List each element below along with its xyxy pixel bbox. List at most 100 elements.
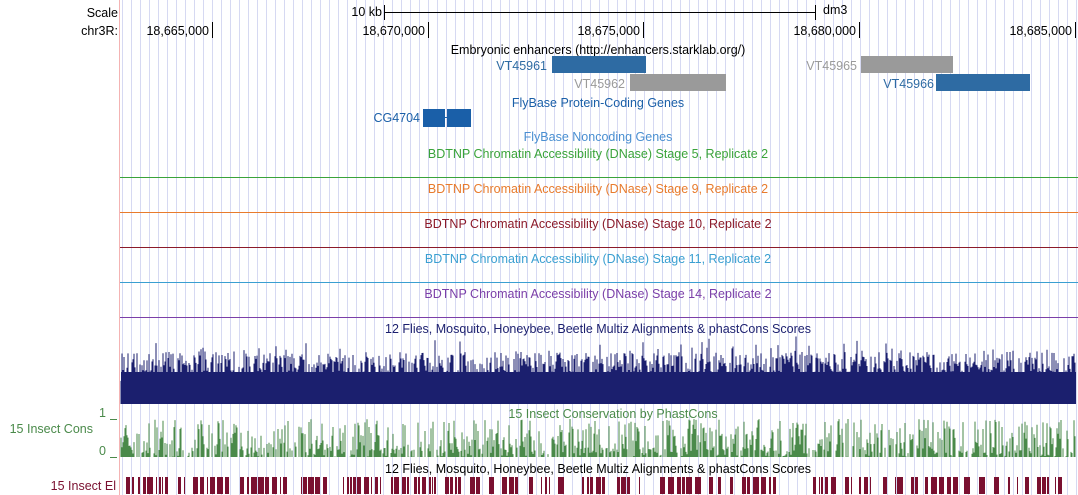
insect-element-block[interactable] (596, 477, 601, 494)
insect-element-block[interactable] (682, 477, 685, 494)
insect-element-block[interactable] (450, 477, 453, 494)
enhancer-label-vt45962[interactable]: VT45962 (574, 77, 625, 91)
dnase-stage10-title[interactable]: BDTNP Chromatin Accessibility (DNase) St… (424, 217, 772, 231)
insect-element-block[interactable] (429, 477, 431, 494)
insect-element-block[interactable] (1025, 477, 1029, 494)
insect-element-block[interactable] (686, 477, 692, 494)
insect-element-block[interactable] (184, 477, 185, 494)
insect-element-block[interactable] (1017, 477, 1018, 494)
insect-element-block[interactable] (251, 477, 257, 494)
insect-element-block[interactable] (621, 477, 626, 494)
insect-element-block[interactable] (639, 477, 640, 494)
insect-element-block[interactable] (357, 477, 361, 494)
insect-element-block[interactable] (668, 477, 674, 494)
insect-element-block[interactable] (627, 477, 630, 494)
insect-element-block[interactable] (558, 477, 564, 494)
insect-element-block[interactable] (280, 477, 281, 494)
enhancer-feature-vt45966[interactable] (936, 74, 1030, 91)
insect-element-block[interactable] (217, 477, 223, 494)
insect-element-block[interactable] (769, 477, 771, 494)
insect-element-block[interactable] (159, 477, 161, 494)
insect-element-block[interactable] (303, 477, 307, 494)
insect-element-block[interactable] (323, 477, 327, 494)
gene-label-cg4704[interactable]: CG4704 (373, 111, 420, 125)
insect-element-block[interactable] (371, 477, 372, 494)
insect-element-block[interactable] (193, 477, 198, 494)
insect-element-block[interactable] (402, 477, 406, 494)
insect-element-block[interactable] (162, 477, 163, 494)
insect-element-block[interactable] (617, 477, 620, 494)
insect-element-block[interactable] (143, 477, 146, 494)
insect-el-side-label[interactable]: 15 Insect El (50, 479, 116, 493)
insect-element-block[interactable] (915, 477, 918, 494)
dnase-stage14-signal[interactable] (120, 317, 1078, 318)
insect-element-block[interactable] (895, 477, 896, 494)
insect-element-block[interactable] (418, 477, 420, 494)
insect-element-block[interactable] (132, 477, 134, 494)
insect-element-block[interactable] (489, 477, 494, 494)
insect-element-block[interactable] (953, 477, 958, 494)
insect-element-block[interactable] (883, 477, 887, 494)
insect-element-block[interactable] (994, 477, 999, 494)
insect-element-block[interactable] (831, 477, 836, 494)
dnase-stage14-title[interactable]: BDTNP Chromatin Accessibility (DNase) St… (424, 287, 772, 301)
insect-element-block[interactable] (602, 477, 605, 494)
insect-element-block[interactable] (819, 477, 820, 494)
insect-element-block[interactable] (165, 477, 168, 494)
dnase-stage9-signal[interactable] (120, 212, 1078, 213)
insect-element-block[interactable] (434, 477, 436, 494)
insect-element-block[interactable] (138, 477, 140, 494)
insect-element-block[interactable] (925, 477, 928, 494)
insect-element-block[interactable] (825, 477, 828, 494)
insect-element-block[interactable] (747, 477, 750, 494)
insect-element-block[interactable] (587, 477, 589, 494)
flybase-coding-track-title[interactable]: FlyBase Protein-Coding Genes (511, 96, 685, 110)
insect-cons-side-label[interactable]: 15 Insect Cons (9, 422, 93, 436)
insect-element-block[interactable] (870, 477, 871, 494)
insect-element-block[interactable] (315, 477, 320, 494)
insect-element-block[interactable] (225, 477, 229, 494)
insect-element-block[interactable] (364, 477, 369, 494)
insect-element-block[interactable] (283, 477, 287, 494)
insect-element-block[interactable] (582, 477, 584, 494)
enhancer-label-vt45966[interactable]: VT45966 (883, 77, 934, 91)
insect-element-block[interactable] (375, 477, 378, 494)
insect-element-block[interactable] (931, 477, 937, 494)
insect-element-block[interactable] (509, 477, 514, 494)
insect-element-block[interactable] (677, 477, 681, 494)
insect-element-block[interactable] (308, 477, 314, 494)
insect-element-block[interactable] (247, 477, 249, 494)
insect-element-block[interactable] (1042, 477, 1046, 494)
insect-element-block[interactable] (821, 477, 823, 494)
insect-element-block[interactable] (470, 477, 475, 494)
insect-element-block[interactable] (380, 477, 381, 494)
insect-element-block[interactable] (773, 477, 776, 494)
insect-element-block[interactable] (964, 477, 970, 494)
insect-element-block[interactable] (147, 477, 153, 494)
multiz2-track-title[interactable]: 12 Flies, Mosquito, Honeybee, Beetle Mul… (385, 462, 811, 476)
gene-exon-2[interactable] (447, 109, 471, 127)
insect-element-block[interactable] (911, 477, 914, 494)
insect-element-block[interactable] (432, 477, 433, 494)
insect-element-block[interactable] (859, 477, 861, 494)
enhancer-feature-vt45965[interactable] (861, 56, 953, 73)
insect-element-block[interactable] (730, 477, 733, 494)
dnase-stage11-signal[interactable] (120, 282, 1078, 283)
insect-element-block[interactable] (695, 477, 701, 494)
insect-element-block[interactable] (394, 477, 399, 494)
insect-element-block[interactable] (851, 477, 852, 494)
insect-element-block[interactable] (1037, 477, 1041, 494)
enhancer-label-vt45965[interactable]: VT45965 (806, 59, 857, 73)
dnase-stage5-title[interactable]: BDTNP Chromatin Accessibility (DNase) St… (427, 147, 769, 161)
insect-element-block[interactable] (541, 477, 542, 494)
insect-cons-wiggle[interactable] (120, 419, 1076, 457)
insect-element-block[interactable] (455, 477, 457, 494)
enhancer-feature-vt45961[interactable] (552, 56, 646, 73)
gene-exon-1[interactable] (423, 109, 445, 127)
insect-element-block[interactable] (515, 477, 518, 494)
enhancer-feature-vt45962[interactable] (630, 74, 726, 91)
insect-element-block[interactable] (414, 477, 417, 494)
multiz-track-title[interactable]: 12 Flies, Mosquito, Honeybee, Beetle Mul… (385, 322, 811, 336)
insect-element-block[interactable] (301, 477, 302, 494)
